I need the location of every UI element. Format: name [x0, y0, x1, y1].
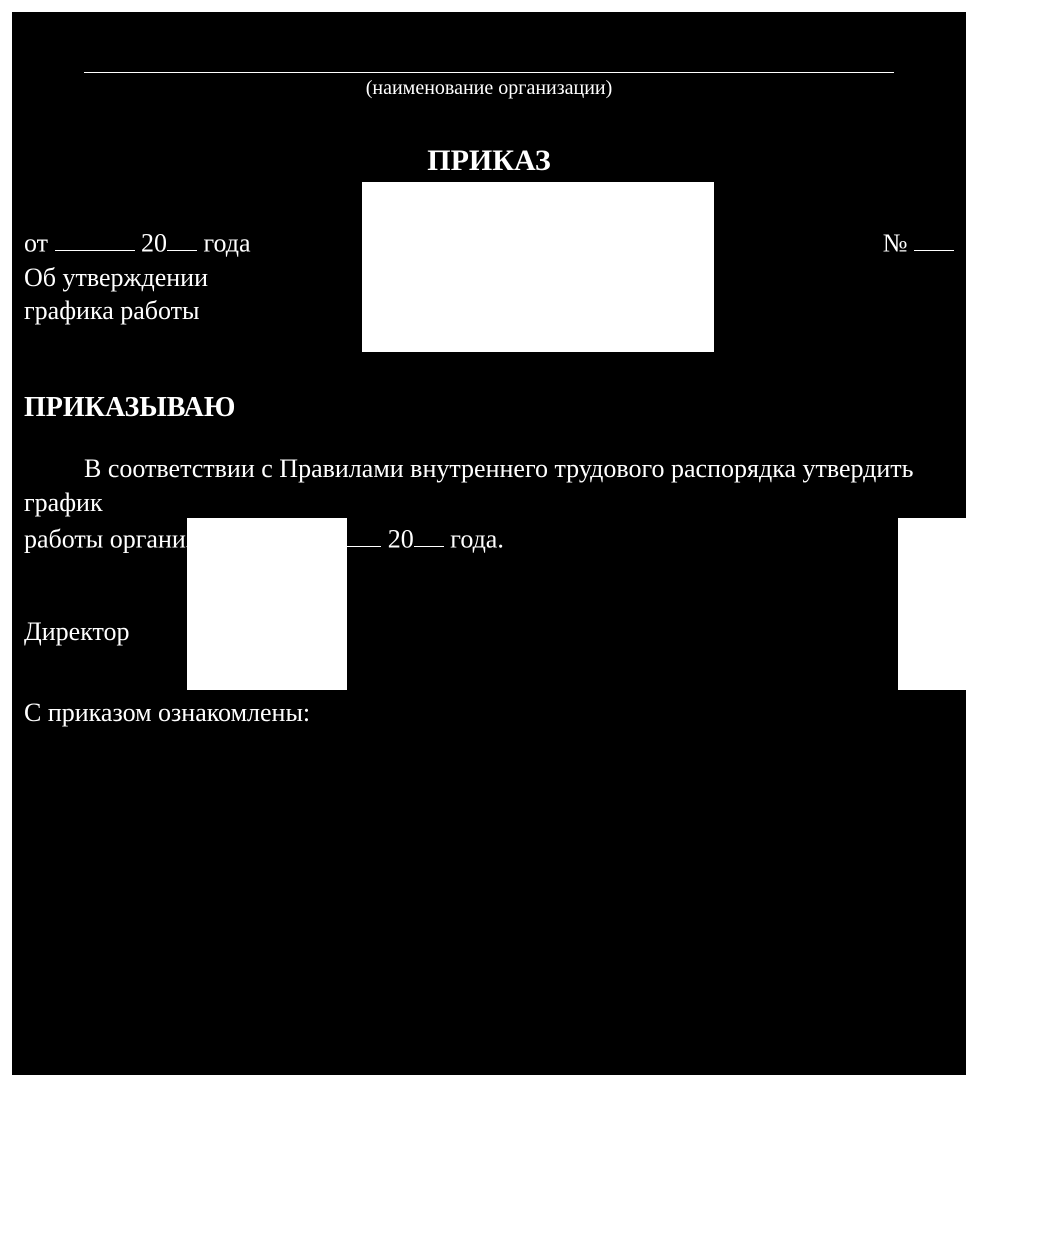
signature-role: Директор [24, 617, 130, 647]
date-day-blank[interactable] [55, 224, 135, 251]
date-year-prefix: 20 [135, 228, 168, 257]
order-body: В соответствии с Правилами внутреннего т… [24, 452, 954, 556]
subject-line-1: Об утверждении [24, 263, 208, 292]
document-block: (наименование организации) ПРИКАЗ от 20 … [12, 12, 966, 1075]
number-blank[interactable] [914, 224, 954, 251]
number-field: № [883, 224, 954, 258]
acknowledgement-label: С приказом ознакомлены: [24, 698, 310, 728]
org-caption-text: наименование организации [372, 77, 605, 99]
date-prefix: от [24, 228, 55, 257]
subject: Об утверждении графика работы [24, 262, 208, 327]
body-line-2-suffix: года. [444, 524, 504, 553]
blank-area-signature [187, 518, 347, 690]
document-title: ПРИКАЗ [24, 144, 954, 178]
order-heading: ПРИКАЗЫВАЮ [24, 392, 235, 424]
org-name-caption: (наименование организации) [84, 77, 894, 100]
org-name-underline [84, 72, 894, 73]
body-year-blank[interactable] [414, 520, 444, 547]
page: (наименование организации) ПРИКАЗ от 20 … [0, 0, 1054, 1253]
date-year-blank[interactable] [167, 224, 197, 251]
body-line-1: В соответствии с Правилами внутреннего т… [24, 454, 914, 517]
blank-area-right [898, 518, 978, 690]
body-year-prefix: 20 [381, 524, 414, 553]
blank-area-top [362, 182, 714, 352]
number-prefix: № [883, 228, 914, 257]
paren-close: ) [606, 77, 613, 99]
org-name-field: (наименование организации) [84, 72, 894, 100]
date-field: от 20 года [24, 224, 251, 258]
subject-line-2: графика работы [24, 296, 200, 325]
date-year-suffix: года [197, 228, 251, 257]
